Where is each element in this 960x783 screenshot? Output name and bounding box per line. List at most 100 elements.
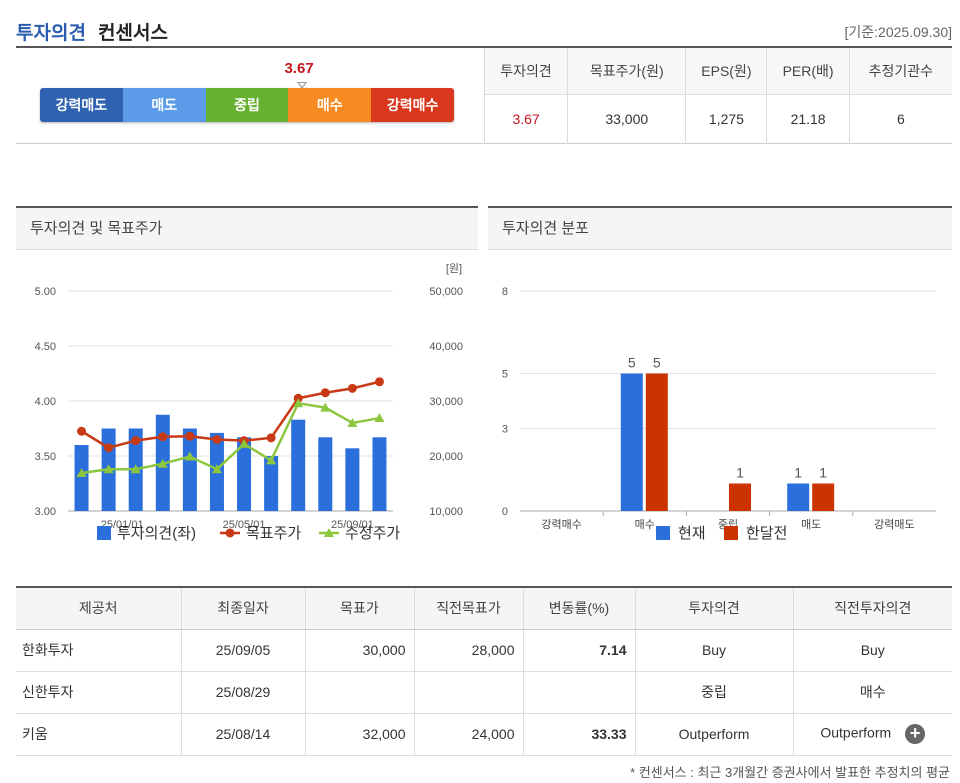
category-label: 강력매도 (874, 518, 914, 531)
y-right-tick: 30,000 (429, 396, 463, 408)
opinion-bar (237, 437, 252, 511)
opinion-bar (182, 428, 197, 511)
target-price-point (320, 388, 330, 398)
y-tick: 5 (502, 369, 508, 381)
summary-header: 투자의견 (483, 48, 568, 95)
table-cell (522, 671, 635, 714)
legend-label: 수정주가 (345, 525, 400, 542)
adjusted-price-point (239, 438, 250, 448)
y-left-tick: 3.00 (35, 506, 56, 518)
adjusted-price-point (157, 458, 168, 468)
bar-value-label: 1 (794, 465, 802, 481)
cell-text: 키움 (22, 726, 48, 742)
broker-table-header: 목표가 (304, 587, 414, 630)
opinion-bar (345, 448, 360, 511)
month-ago-bar (729, 483, 751, 511)
summary-header: PER(배) (766, 48, 850, 95)
cell-text: 25/08/29 (215, 684, 271, 700)
legend-bar-swatch (97, 526, 111, 540)
bar-value-label: 5 (628, 355, 636, 371)
footnote: * 컨센서스 : 최근 3개월간 증권사에서 발표한 추정치의 평균 (630, 765, 950, 780)
y-left-tick: 3.50 (35, 451, 56, 463)
cell-text: Buy (860, 642, 885, 658)
table-cell: 매수 (792, 671, 952, 714)
target-price-point (212, 435, 222, 444)
gauge-segment: 중립 (205, 88, 289, 122)
opinion-bar (264, 456, 279, 511)
table-cell: Outperform + (792, 713, 952, 756)
summary-value: 6 (848, 94, 952, 144)
summary-header: EPS(원) (685, 48, 767, 95)
y-right-unit: [원] (446, 262, 462, 275)
consensus-summary: 3.67 강력매도 매도 중립 매수 강력매수 투자의견 목표주가(원) EPS(원) PER… (16, 46, 952, 144)
y-tick: 0 (502, 506, 508, 518)
broker-table-header: 최종일자 (180, 587, 305, 630)
legend-label: 목표주가 (246, 525, 301, 542)
broker-table-header: 직전투자의견 (792, 587, 952, 630)
gauge-segment: 매도 (122, 88, 206, 122)
adjusted-price-point (347, 418, 358, 427)
y-tick: 8 (502, 286, 508, 298)
broker-table-header: 직전목표가 (413, 587, 523, 630)
table-row: 키움 25/08/14 32,000 24,000 33.33 Outperform Out… (16, 713, 952, 756)
gauge-segment: 매수 (288, 88, 372, 122)
table-cell (413, 671, 523, 714)
opinion-bar (318, 437, 333, 511)
table-cell: 한화투자 (16, 629, 181, 672)
gauge-value: 3.67 (284, 60, 314, 77)
cell-text: 28,000 (471, 642, 515, 658)
table-cell: 키움 (16, 713, 181, 756)
cell-text: 33.33 (591, 726, 627, 742)
summary-value: 33,000 (567, 94, 686, 144)
table-cell (304, 671, 414, 714)
legend-swatch (656, 526, 670, 540)
legend-marker (225, 528, 235, 538)
x-tick: 25/09/01 (331, 519, 374, 531)
broker-table-header: 투자의견 (634, 587, 793, 630)
cell-text: 7.14 (599, 642, 627, 658)
table-cell: 30,000 (304, 629, 414, 672)
adjusted-price-point (374, 413, 385, 423)
broker-table: 제공처 최종일자 목표가 직전목표가 변동률(%) 투자의견 직전투자의견 한화투자 25/0… (16, 586, 952, 756)
y-left-tick: 5.00 (35, 286, 56, 298)
table-cell: 25/08/29 (180, 671, 305, 714)
month-ago-bar (645, 373, 668, 511)
target-price-point (266, 433, 276, 443)
category-label: 매수 (635, 518, 655, 531)
section-header: 투자의견 컨센서스 [기준:2025.09.30] (16, 16, 952, 46)
bar-value-label: 1 (736, 465, 744, 481)
y-right-tick: 10,000 (429, 506, 463, 518)
table-cell: Buy (634, 629, 793, 672)
cell-text: Outperform (678, 726, 750, 742)
legend-swatch (724, 526, 738, 540)
more-plus-icon[interactable]: + (905, 724, 926, 744)
table-cell: 32,000 (304, 713, 414, 756)
cell-text: 32,000 (362, 726, 406, 742)
cell-text: 중립 (701, 684, 727, 700)
opinion-distribution-panel: 투자의견 분포 8 5 3 0 강력매수 매수 5 5 중립 1 매도 1 1 강력매도 현재 한달전 (488, 206, 952, 562)
cell-text: 신한투자 (22, 684, 74, 700)
target-price-point (131, 436, 141, 446)
cell-text: 한화투자 (22, 642, 74, 658)
table-cell: 25/09/05 (180, 629, 305, 672)
bar-value-label: 1 (819, 465, 827, 481)
table-cell: 7.14 (522, 629, 635, 672)
cell-text: 매수 (859, 684, 886, 700)
y-right-tick: 20,000 (429, 451, 463, 463)
y-tick: 3 (502, 424, 508, 436)
gauge-segment: 강력매도 (40, 88, 123, 122)
table-cell: Buy (792, 629, 952, 672)
summary-table: 투자의견 목표주가(원) EPS(원) PER(배) 추정기관수 3.67 33,000 1… (483, 48, 952, 144)
legend-label: 한달전 (746, 525, 787, 542)
summary-value: 21.18 (766, 94, 850, 144)
table-row: 신한투자 25/08/29 중립 매수 (16, 671, 952, 714)
opinion-bar (372, 437, 387, 511)
adjusted-price-point (211, 464, 222, 474)
summary-value: 1,275 (685, 94, 767, 144)
cell-text: Buy (701, 642, 727, 658)
adjusted-price-point (293, 398, 304, 408)
table-cell: 25/08/14 (180, 713, 305, 756)
target-price-point (347, 383, 357, 393)
chart1-title: 투자의견 및 목표주가 (16, 208, 478, 250)
